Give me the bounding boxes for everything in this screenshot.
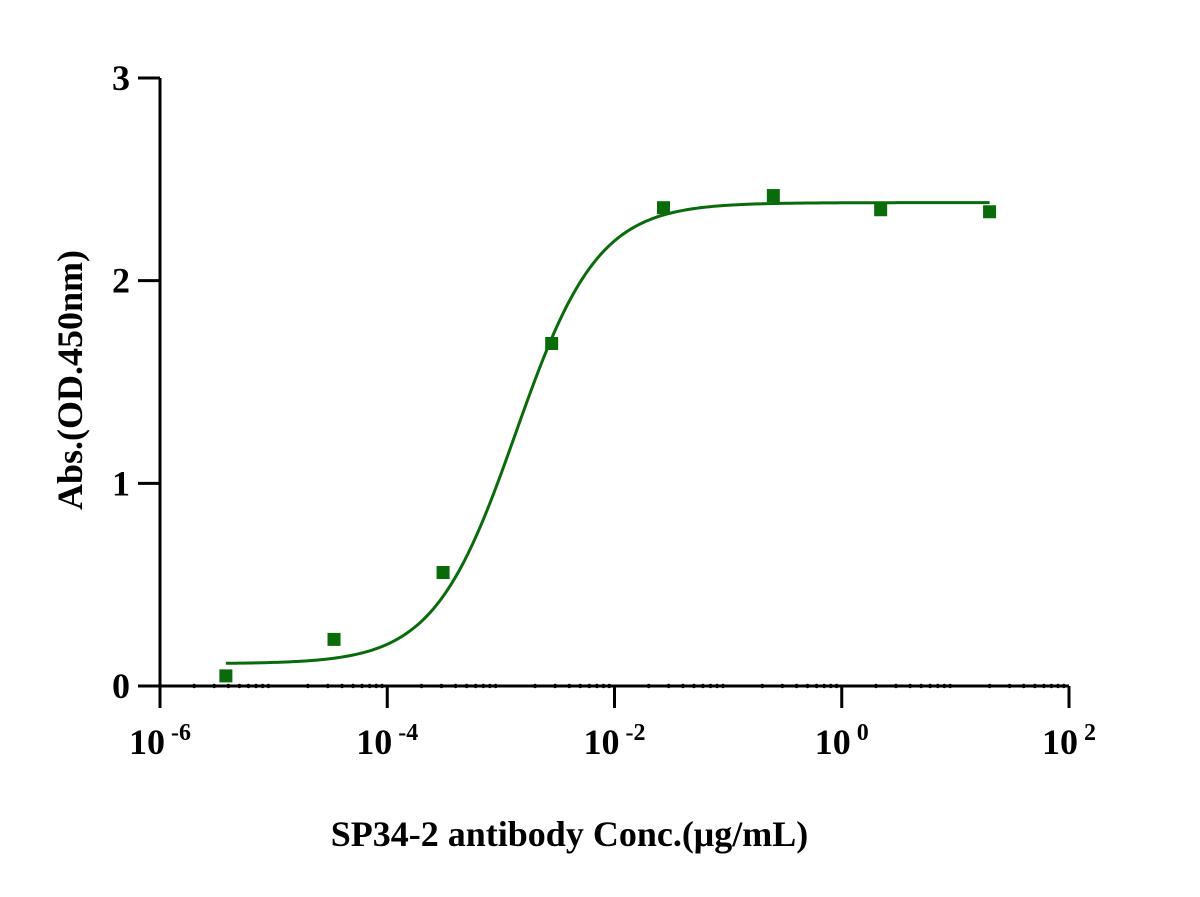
x-minor-tick (601, 683, 606, 689)
x-minor-tick (666, 683, 671, 689)
x-minor-ticks (192, 683, 1067, 689)
y-ticks: 0 1 2 3 (112, 58, 160, 706)
y-tick-label: 1 (112, 463, 130, 503)
x-minor-tick (821, 683, 827, 689)
x-minor-tick (708, 683, 713, 689)
x-minor-tick (760, 683, 765, 689)
x-minor-tick (481, 683, 486, 689)
x-minor-tick (1055, 683, 1061, 689)
x-tick-label: 10 -2 (584, 720, 646, 762)
x-minor-tick (1007, 683, 1012, 689)
x-minor-tick (814, 683, 819, 689)
x-minor-tick (594, 683, 600, 689)
x-minor-tick (680, 683, 686, 689)
x-minor-tick (567, 683, 572, 689)
x-minor-tick (918, 683, 924, 689)
data-point (983, 205, 997, 219)
x-minor-tick (212, 683, 217, 689)
x-minor-tick (374, 683, 379, 689)
x-minor-tick (339, 683, 345, 689)
data-point (327, 632, 341, 646)
x-minor-tick (260, 683, 265, 689)
x-minor-tick (266, 683, 271, 689)
x-minor-tick (828, 683, 833, 689)
data-point (657, 201, 671, 215)
x-minor-tick (947, 683, 953, 689)
x-minor-tick (367, 683, 372, 689)
y-tick-label: 2 (112, 261, 130, 301)
x-minor-tick (552, 683, 558, 689)
axes (158, 78, 1069, 688)
x-minor-tick (834, 683, 839, 689)
x-minor-tick (1032, 683, 1037, 689)
x-minor-tick (350, 683, 356, 689)
x-tick-label: 10 -6 (129, 720, 191, 762)
data-point (545, 336, 559, 350)
y-tick-label: 0 (112, 666, 130, 706)
x-minor-tick (439, 683, 444, 689)
x-minor-tick (805, 683, 810, 689)
data-points (219, 189, 997, 683)
x-minor-tick (700, 683, 706, 689)
x-minor-tick (1049, 683, 1054, 689)
x-minor-tick (473, 683, 478, 689)
x-minor-tick (419, 683, 424, 689)
x-minor-tick (1021, 683, 1026, 689)
x-tick-label: 10 0 (815, 720, 869, 762)
x-axis-title: SP34-2 antibody Conc.(μg/mL) (331, 814, 808, 854)
x-tick-label: 10 -4 (356, 720, 418, 762)
x-minor-tick (927, 683, 933, 689)
x-minor-tick (493, 683, 498, 689)
x-minor-tick (646, 683, 651, 689)
x-minor-tick (720, 683, 726, 689)
x-minor-tick (987, 683, 992, 689)
x-minor-tick (780, 683, 785, 689)
x-minor-tick (246, 683, 251, 689)
x-minor-tick (907, 683, 913, 689)
x-minor-tick (325, 683, 331, 689)
x-minor-tick (453, 683, 458, 689)
x-minor-tick (935, 683, 940, 689)
x-minor-tick (714, 683, 720, 689)
x-minor-tick (873, 683, 879, 689)
x-minor-tick (532, 683, 538, 689)
x-minor-tick (359, 683, 365, 689)
x-minor-tick (464, 683, 469, 689)
x-minor-tick (893, 683, 899, 689)
x-minor-tick (794, 683, 799, 689)
x-minor-tick (691, 683, 697, 689)
x-minor-tick (487, 683, 493, 689)
x-minor-tick (379, 683, 385, 689)
y-tick-label: 3 (112, 58, 130, 98)
fit-curve (225, 201, 990, 665)
x-minor-tick (253, 683, 259, 689)
data-point (874, 203, 888, 217)
x-tick-label: 10 2 (1042, 720, 1096, 762)
data-point (766, 189, 780, 203)
x-minor-tick (1061, 683, 1067, 689)
x-minor-tick (305, 683, 311, 689)
x-minor-tick (237, 683, 242, 689)
y-axis-title: Abs.(OD.450nm) (50, 250, 90, 510)
data-point (436, 566, 450, 580)
data-point (219, 669, 233, 683)
x-minor-tick (587, 683, 592, 689)
x-minor-tick (578, 683, 583, 689)
x-ticks: 10 -6 10 -4 10 -2 10 0 10 2 (129, 686, 1096, 762)
x-minor-tick (942, 683, 947, 689)
x-minor-tick (1041, 683, 1046, 689)
x-minor-tick (607, 683, 612, 689)
x-minor-tick (192, 683, 197, 689)
x-minor-tick (226, 683, 231, 689)
